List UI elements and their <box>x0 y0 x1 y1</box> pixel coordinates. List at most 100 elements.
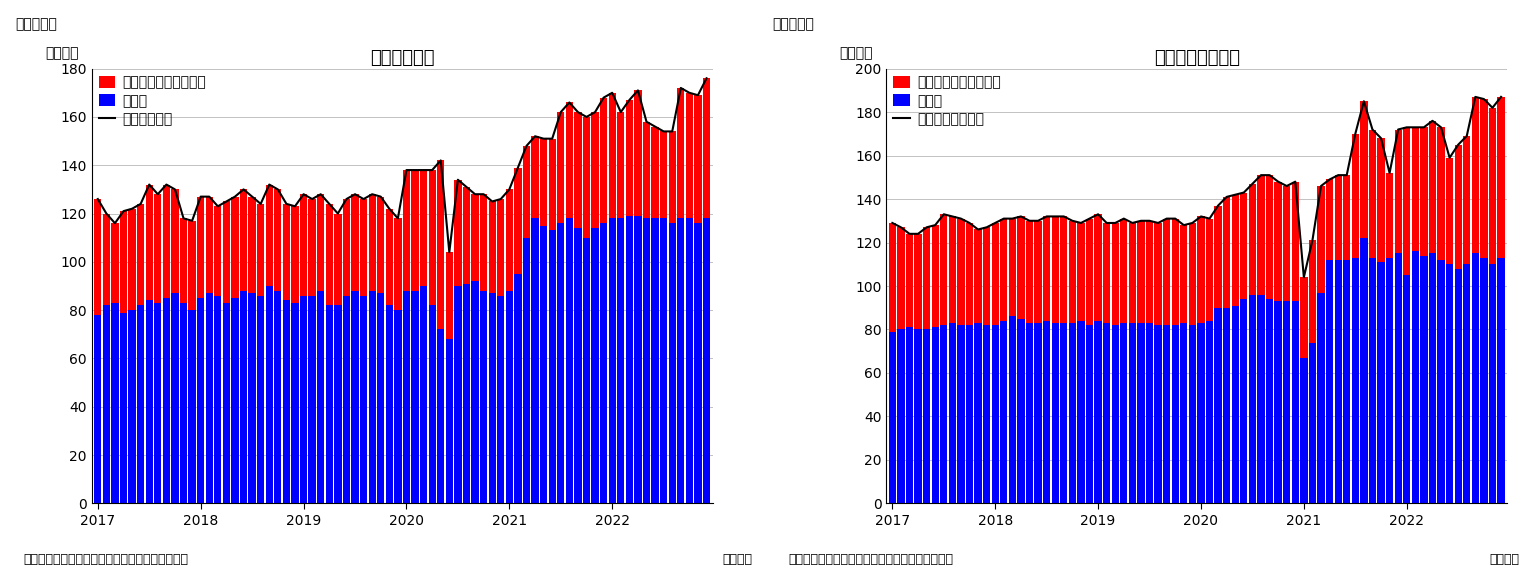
Bar <box>1317 186 1325 292</box>
Bar <box>1198 323 1204 503</box>
Bar <box>1394 253 1401 503</box>
Bar <box>248 197 256 293</box>
Bar <box>549 138 555 231</box>
Bar <box>274 291 282 503</box>
Bar <box>540 138 548 225</box>
Bar <box>1008 219 1016 316</box>
Bar <box>583 238 591 503</box>
Text: （資料）センサス局よりニッセイ基礎研究所作成: （資料）センサス局よりニッセイ基礎研究所作成 <box>788 553 953 566</box>
Bar <box>923 227 930 329</box>
Bar <box>1437 128 1444 260</box>
Bar <box>188 310 196 503</box>
Bar <box>1001 321 1007 503</box>
Bar <box>1446 158 1454 264</box>
Bar <box>1120 323 1128 503</box>
Bar <box>369 291 376 503</box>
Bar <box>257 204 265 296</box>
Bar <box>1172 325 1180 503</box>
Bar <box>205 197 213 293</box>
Bar <box>975 229 982 323</box>
Bar <box>274 189 282 291</box>
Bar <box>1001 219 1007 321</box>
Bar <box>1498 97 1504 258</box>
Bar <box>428 170 436 305</box>
Bar <box>1060 323 1068 503</box>
Bar <box>283 300 291 503</box>
Bar <box>1308 240 1316 343</box>
Bar <box>129 310 136 503</box>
Bar <box>1189 325 1196 503</box>
Bar <box>181 219 187 303</box>
Bar <box>626 216 633 503</box>
Bar <box>1232 194 1239 305</box>
Bar <box>1043 321 1050 503</box>
Bar <box>1034 323 1042 503</box>
Bar <box>1343 260 1351 503</box>
Bar <box>1489 108 1496 264</box>
Text: （月次）: （月次） <box>722 553 753 566</box>
Bar <box>231 298 239 503</box>
Bar <box>685 93 693 219</box>
Bar <box>1472 97 1480 253</box>
Bar <box>915 329 921 503</box>
Bar <box>1172 219 1180 325</box>
Bar <box>923 329 930 503</box>
Bar <box>549 231 555 503</box>
Bar <box>317 194 324 291</box>
Bar <box>1051 216 1059 323</box>
Bar <box>334 305 341 503</box>
Bar <box>1480 99 1487 258</box>
Bar <box>231 197 239 298</box>
Bar <box>1429 121 1437 253</box>
Bar <box>1155 223 1161 325</box>
Text: （資料）センサス局よりニッセイ基礎研究所作成: （資料）センサス局よりニッセイ基礎研究所作成 <box>23 553 188 566</box>
Text: （図表１）: （図表１） <box>15 17 57 31</box>
Bar <box>309 199 315 296</box>
Bar <box>958 219 964 325</box>
Bar <box>1291 301 1299 503</box>
Bar <box>531 219 539 503</box>
Legend: 集合住宅（二戸以上）, 戸建て, 住宅建築許可件数: 集合住宅（二戸以上）, 戸建て, 住宅建築許可件数 <box>894 76 1001 126</box>
Bar <box>897 227 904 329</box>
Bar <box>669 223 676 503</box>
Text: （万件）: （万件） <box>840 46 874 60</box>
Bar <box>1112 325 1118 503</box>
Bar <box>145 185 153 300</box>
Bar <box>1291 182 1299 301</box>
Bar <box>1163 219 1170 325</box>
Bar <box>138 305 144 503</box>
Bar <box>939 325 947 503</box>
Bar <box>659 132 667 219</box>
Bar <box>412 170 419 291</box>
Bar <box>991 325 999 503</box>
Bar <box>480 194 487 291</box>
Bar <box>1094 214 1102 321</box>
Bar <box>1334 260 1342 503</box>
Bar <box>205 293 213 503</box>
Bar <box>300 296 308 503</box>
Bar <box>1284 301 1290 503</box>
Bar <box>1137 323 1144 503</box>
Bar <box>1232 305 1239 503</box>
Bar <box>103 213 110 305</box>
Bar <box>635 216 641 503</box>
Bar <box>1025 221 1033 323</box>
Bar <box>1327 180 1333 260</box>
Bar <box>1137 221 1144 323</box>
Bar <box>462 284 470 503</box>
Bar <box>300 194 308 296</box>
Bar <box>1258 175 1265 295</box>
Bar <box>540 225 548 503</box>
Bar <box>369 194 376 291</box>
Bar <box>932 327 939 503</box>
Bar <box>965 223 973 325</box>
Bar <box>1412 251 1418 503</box>
Bar <box>1455 145 1461 269</box>
Bar <box>223 303 230 503</box>
Bar <box>514 168 522 274</box>
Bar <box>949 216 956 323</box>
Bar <box>1351 258 1359 503</box>
Bar <box>652 219 659 503</box>
Bar <box>1025 323 1033 503</box>
Bar <box>266 286 272 503</box>
